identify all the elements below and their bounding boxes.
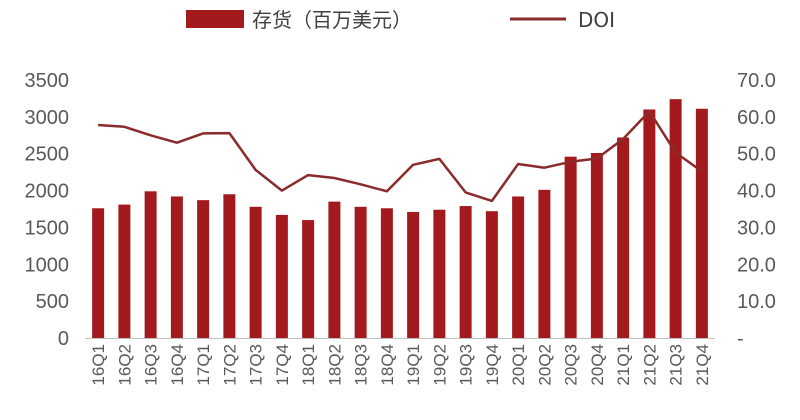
x-tick-label: 17Q2 [220,344,239,386]
bar [485,211,498,338]
bar [118,204,131,338]
x-tick-label: 21Q1 [614,344,633,386]
legend-label-doi: DOI [578,8,615,32]
bar [170,196,183,338]
y-left-tick-label: 500 [36,291,69,313]
bar [538,189,551,338]
bar [695,108,708,339]
x-tick-label: 20Q2 [535,344,554,386]
y-axis-left: 0 500 1000 1500 2000 2500 3000 3500 [25,70,70,350]
x-tick-label: 19Q4 [483,344,502,386]
bar [144,191,157,338]
legend-label-inventory: 存货（百万美元） [252,8,412,32]
y-left-tick-label: 1500 [25,217,70,239]
bar [407,211,420,338]
y-right-tick-label: 40.0 [737,181,776,203]
x-tick-label: 16Q1 [89,344,108,386]
bar [223,194,236,338]
x-tick-label: 17Q1 [194,344,213,386]
x-tick-label: 18Q4 [378,344,397,386]
x-tick-label: 21Q3 [667,344,686,386]
y-right-tick-label: 10.0 [737,291,776,313]
y-axis-right: - 10.0 20.0 30.0 40.0 50.0 60.0 70.0 [737,70,776,350]
x-tick-label: 18Q2 [325,344,344,386]
y-right-tick-label: 20.0 [737,254,776,276]
x-tick-label: 16Q3 [142,344,161,386]
y-right-tick-label: - [737,328,744,350]
x-tick-label: 19Q1 [404,344,423,386]
bar [275,214,288,338]
y-left-tick-label: 3500 [25,70,70,92]
bar [459,206,472,338]
line-series-doi [98,110,703,203]
y-right-tick-label: 60.0 [737,107,776,129]
bar [354,206,367,338]
y-left-tick-label: 0 [58,328,69,350]
y-left-tick-label: 2500 [25,144,70,166]
y-left-tick-label: 3000 [25,107,70,129]
bar [302,220,315,338]
y-left-tick-label: 1000 [25,254,70,276]
x-tick-label: 19Q2 [430,344,449,386]
bar [433,209,446,338]
legend-swatch-inventory [186,10,244,28]
x-tick-label: 18Q3 [352,344,371,386]
bar-series-inventory [92,99,708,339]
x-tick-label: 17Q4 [273,344,292,386]
y-left-tick-label: 2000 [25,181,70,203]
x-tick-label: 20Q4 [588,344,607,386]
bar [380,208,393,338]
bar [617,137,630,338]
x-tick-label: 16Q2 [115,344,134,386]
bar [669,99,682,338]
x-tick-label: 20Q1 [509,344,528,386]
y-right-tick-label: 50.0 [737,144,776,166]
legend: 存货（百万美元） DOI [186,8,615,32]
bar [328,201,341,338]
y-right-tick-label: 70.0 [737,70,776,92]
bar [92,208,105,338]
bar [643,109,656,338]
x-tick-label: 19Q3 [457,344,476,386]
x-axis: 16Q1 16Q2 16Q3 16Q4 17Q1 17Q2 17Q3 17Q4 18Q1 18Q2… [89,344,712,386]
x-tick-label: 17Q3 [247,344,266,386]
bar [512,196,525,338]
bar [590,152,603,338]
bar [197,200,210,338]
doi-line [98,110,703,203]
bar [249,206,262,338]
y-right-tick-label: 30.0 [737,217,776,239]
x-tick-label: 20Q3 [562,344,581,386]
x-tick-label: 18Q1 [299,344,318,386]
bar [564,156,577,338]
x-tick-label: 21Q4 [693,344,712,386]
x-tick-label: 21Q2 [640,344,659,386]
x-tick-label: 16Q4 [168,344,187,386]
